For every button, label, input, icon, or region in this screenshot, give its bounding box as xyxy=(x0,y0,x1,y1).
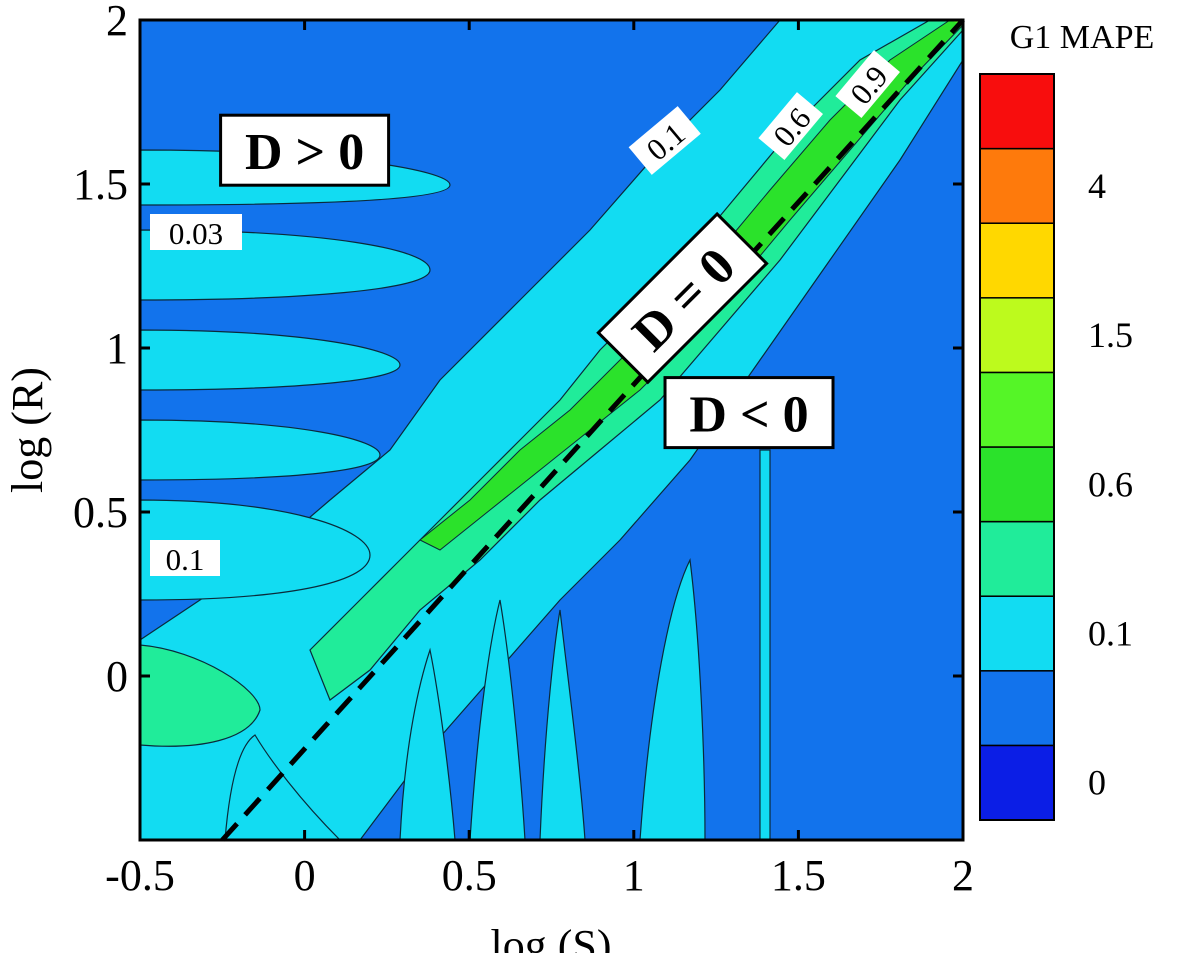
region-label-box xyxy=(596,211,769,385)
x-tick-label: 2 xyxy=(952,851,974,900)
colorbar-tick-label: 0 xyxy=(1088,763,1106,803)
colorbar-swatch xyxy=(979,446,1055,523)
region-label-box xyxy=(219,113,391,187)
colorbar-tick-label: 0.1 xyxy=(1088,614,1133,654)
colorbar-frame xyxy=(979,73,1055,821)
y-tick-label: 2 xyxy=(106,0,128,45)
region-labels: D > 0D = 0D < 0 xyxy=(219,113,835,450)
colorbar-tick-label: 0.6 xyxy=(1088,464,1133,504)
x-axis-label: log (S) xyxy=(491,921,612,953)
colorbar-swatch xyxy=(979,73,1055,150)
x-tick-label: 0 xyxy=(294,851,316,900)
x-tick-label: 0.5 xyxy=(442,851,497,900)
colorbar-ticks: 0 0.1 0.6 1.5 4 xyxy=(1088,166,1133,803)
colorbar-swatch xyxy=(979,297,1055,374)
region-label: D < 0 xyxy=(663,376,835,450)
x-tick-label: 1.5 xyxy=(771,851,826,900)
colorbar-swatch xyxy=(979,744,1055,821)
contour-labels: 0.03 0.1 0.1 0.6 0.9 xyxy=(150,50,901,577)
contour-label: 0.1 xyxy=(166,542,205,577)
x-tick-label: -0.5 xyxy=(105,851,175,900)
x-axis-ticks: -0.5 0 0.5 1 1.5 2 xyxy=(105,20,974,900)
y-tick-label: 1 xyxy=(106,324,128,373)
y-tick-label: 1.5 xyxy=(73,160,128,209)
region-label-text: D < 0 xyxy=(689,387,808,444)
colorbar-swatch xyxy=(979,670,1055,747)
x-tick-label: 1 xyxy=(623,851,645,900)
y-tick-label: 0.5 xyxy=(73,488,128,537)
contour-label: 0.03 xyxy=(169,216,223,251)
colorbar-swatch xyxy=(979,222,1055,299)
colorbar-swatch xyxy=(979,595,1055,672)
colorbar-tick-label: 1.5 xyxy=(1088,315,1133,355)
colorbar-swatch xyxy=(979,520,1055,597)
reference-line xyxy=(220,18,965,842)
colorbar-swatch xyxy=(979,147,1055,224)
colorbar-tick-label: 4 xyxy=(1088,166,1106,206)
colorbar-swatch xyxy=(979,371,1055,448)
region-label-text: D > 0 xyxy=(245,124,364,181)
region-label: D > 0 xyxy=(219,113,391,187)
region-label-box xyxy=(663,376,835,450)
y-axis-label: log (R) xyxy=(3,367,52,493)
colorbar-title: G1 MAPE xyxy=(1010,19,1155,56)
y-tick-label: 0 xyxy=(106,652,128,701)
y-axis-ticks: 0 0.5 1 1.5 2 xyxy=(73,0,963,701)
colorbar xyxy=(979,73,1055,821)
plot-frame xyxy=(138,18,965,842)
